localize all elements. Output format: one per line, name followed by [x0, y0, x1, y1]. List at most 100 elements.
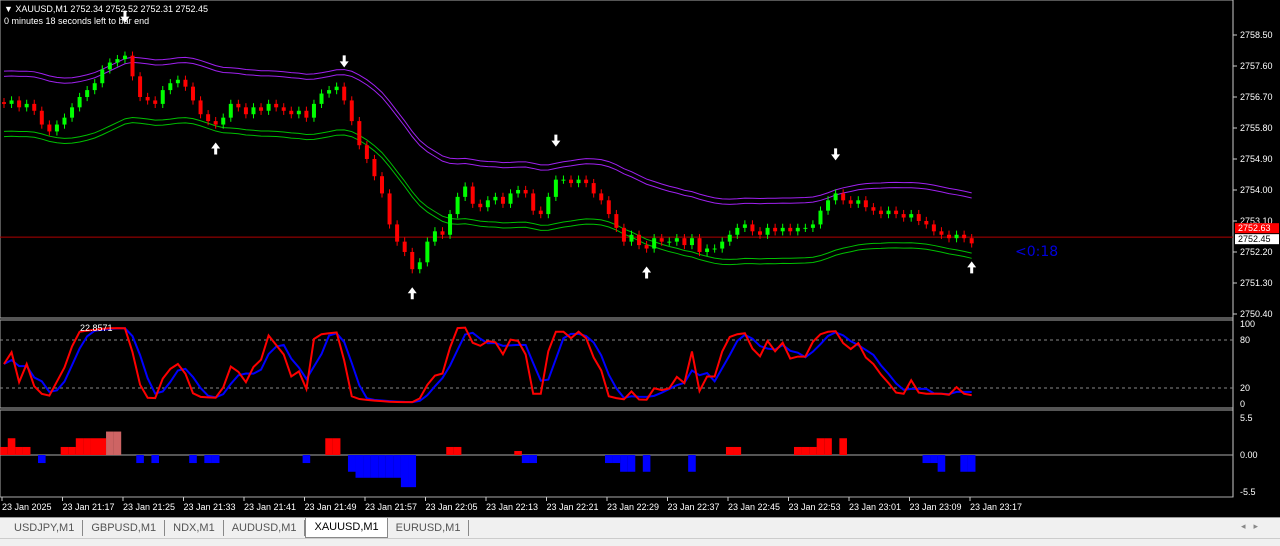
tab-eurusd-m1[interactable]: EURUSD,M1	[388, 520, 470, 536]
candle-body	[674, 238, 679, 242]
histogram-bar	[824, 438, 832, 455]
buy-arrow-icon	[211, 142, 221, 155]
time-tick-label: 23 Jan 21:33	[184, 502, 236, 512]
histogram-bar	[325, 438, 333, 455]
candle-body	[689, 238, 694, 246]
histogram-bar	[75, 438, 84, 455]
candle-body	[833, 193, 838, 201]
candle-body	[629, 234, 634, 242]
histogram-bar	[521, 455, 530, 464]
price-tick-label: 2756.70	[1240, 92, 1273, 102]
candle-body	[856, 200, 861, 204]
candle-body	[334, 86, 339, 91]
candle-body	[145, 96, 150, 101]
candle-body	[742, 224, 747, 228]
candle-body	[599, 193, 604, 201]
price-tick-label: 2757.60	[1240, 61, 1273, 71]
candle-body	[584, 179, 589, 184]
symbol-ohlc-line: ▼ XAUUSD,M1 2752.34 2752.52 2752.31 2752…	[4, 4, 208, 14]
histogram-bar	[189, 455, 197, 464]
tab-ndx-m1[interactable]: NDX,M1	[165, 520, 224, 536]
candle-body	[138, 76, 143, 97]
histogram-bar	[400, 455, 409, 488]
histogram-tick-label: 0.00	[1240, 450, 1258, 460]
candle-body	[236, 103, 241, 108]
candle-body	[357, 121, 362, 146]
candle-body	[183, 79, 188, 87]
tab-scroll-arrows-icon[interactable]: ◂▸	[1240, 521, 1266, 531]
sell-arrow-icon	[339, 55, 349, 68]
candle-body	[667, 241, 672, 243]
envelope-upper-line	[3, 61, 972, 205]
histogram-bar	[363, 455, 371, 478]
candle-body	[304, 110, 309, 118]
histogram-bar	[453, 446, 462, 455]
histogram-bar	[801, 446, 810, 455]
candle-body	[682, 238, 687, 246]
candle-body	[228, 103, 233, 118]
time-tick-label: 23 Jan 22:13	[486, 502, 538, 512]
tab-audusd-m1[interactable]: AUDUSD,M1	[224, 520, 306, 536]
histogram-bar	[930, 455, 938, 464]
candle-body	[153, 100, 158, 104]
histogram-bar	[922, 455, 931, 464]
tab-xauusd-m1[interactable]: XAUUSD,M1	[305, 518, 388, 538]
histogram-bar	[204, 455, 212, 464]
histogram-bar	[98, 438, 107, 455]
candle-body	[470, 186, 475, 204]
candle-body	[705, 248, 710, 252]
candle-body	[493, 196, 498, 201]
candle-body	[788, 227, 793, 232]
histogram-bar	[385, 455, 394, 478]
time-tick-label: 23 Jan 23:09	[910, 502, 962, 512]
histogram-bar	[627, 455, 636, 472]
price-tick-label: 2753.10	[1240, 216, 1273, 226]
candle-body	[546, 196, 551, 215]
histogram-bar	[22, 446, 31, 455]
candle-body	[281, 107, 286, 111]
histogram-bar	[211, 455, 220, 464]
time-tick-label: 23 Jan 21:25	[123, 502, 175, 512]
candle-body	[2, 102, 6, 104]
stochastic-tick-label: 0	[1240, 399, 1245, 409]
histogram-tick-label: 5.5	[1240, 413, 1253, 423]
menu-triangle-icon[interactable]: ▼	[4, 4, 16, 14]
candle-body	[70, 107, 75, 118]
candle-body	[402, 241, 407, 252]
histogram-bar	[355, 455, 364, 478]
time-tick-label: 23 Jan 21:41	[244, 502, 296, 512]
price-tick-label: 2754.90	[1240, 154, 1273, 164]
tab-gbpusd-m1[interactable]: GBPUSD,M1	[83, 520, 166, 536]
histogram-bar	[620, 455, 628, 472]
histogram-bar	[68, 446, 76, 455]
candle-body	[160, 90, 165, 104]
buy-arrow-icon	[642, 266, 652, 279]
sell-arrow-icon	[551, 134, 561, 147]
histogram-bar	[809, 446, 817, 455]
tab-usdjpy-m1[interactable]: USDJPY,M1	[6, 520, 84, 536]
candle-body	[115, 59, 120, 63]
envelope-lower-line	[3, 116, 972, 260]
buy-arrow-icon	[407, 287, 417, 300]
histogram-bar	[688, 455, 696, 472]
candle-body	[251, 107, 256, 115]
histogram-bar	[60, 446, 69, 455]
time-tick-label: 23 Jan 22:45	[728, 502, 780, 512]
candle-body	[395, 224, 400, 242]
histogram-bar	[937, 455, 946, 472]
candle-body	[652, 238, 657, 249]
time-tick-label: 23 Jan 23:17	[970, 502, 1022, 512]
chart-canvas[interactable]: 2758.50 2757.60 2756.70 2755.80 2754.90 2754.…	[0, 0, 1280, 517]
candle-body	[168, 83, 173, 91]
envelope-lower-line	[3, 122, 972, 266]
candle-body	[614, 214, 619, 228]
candle-body	[878, 210, 883, 215]
candle-body	[221, 117, 226, 125]
candle-body	[773, 227, 778, 232]
candle-body	[909, 214, 914, 218]
candle-body	[77, 96, 82, 108]
candle-body	[516, 189, 521, 194]
main-panel-border	[0, 0, 1234, 319]
candle-body	[735, 227, 740, 235]
